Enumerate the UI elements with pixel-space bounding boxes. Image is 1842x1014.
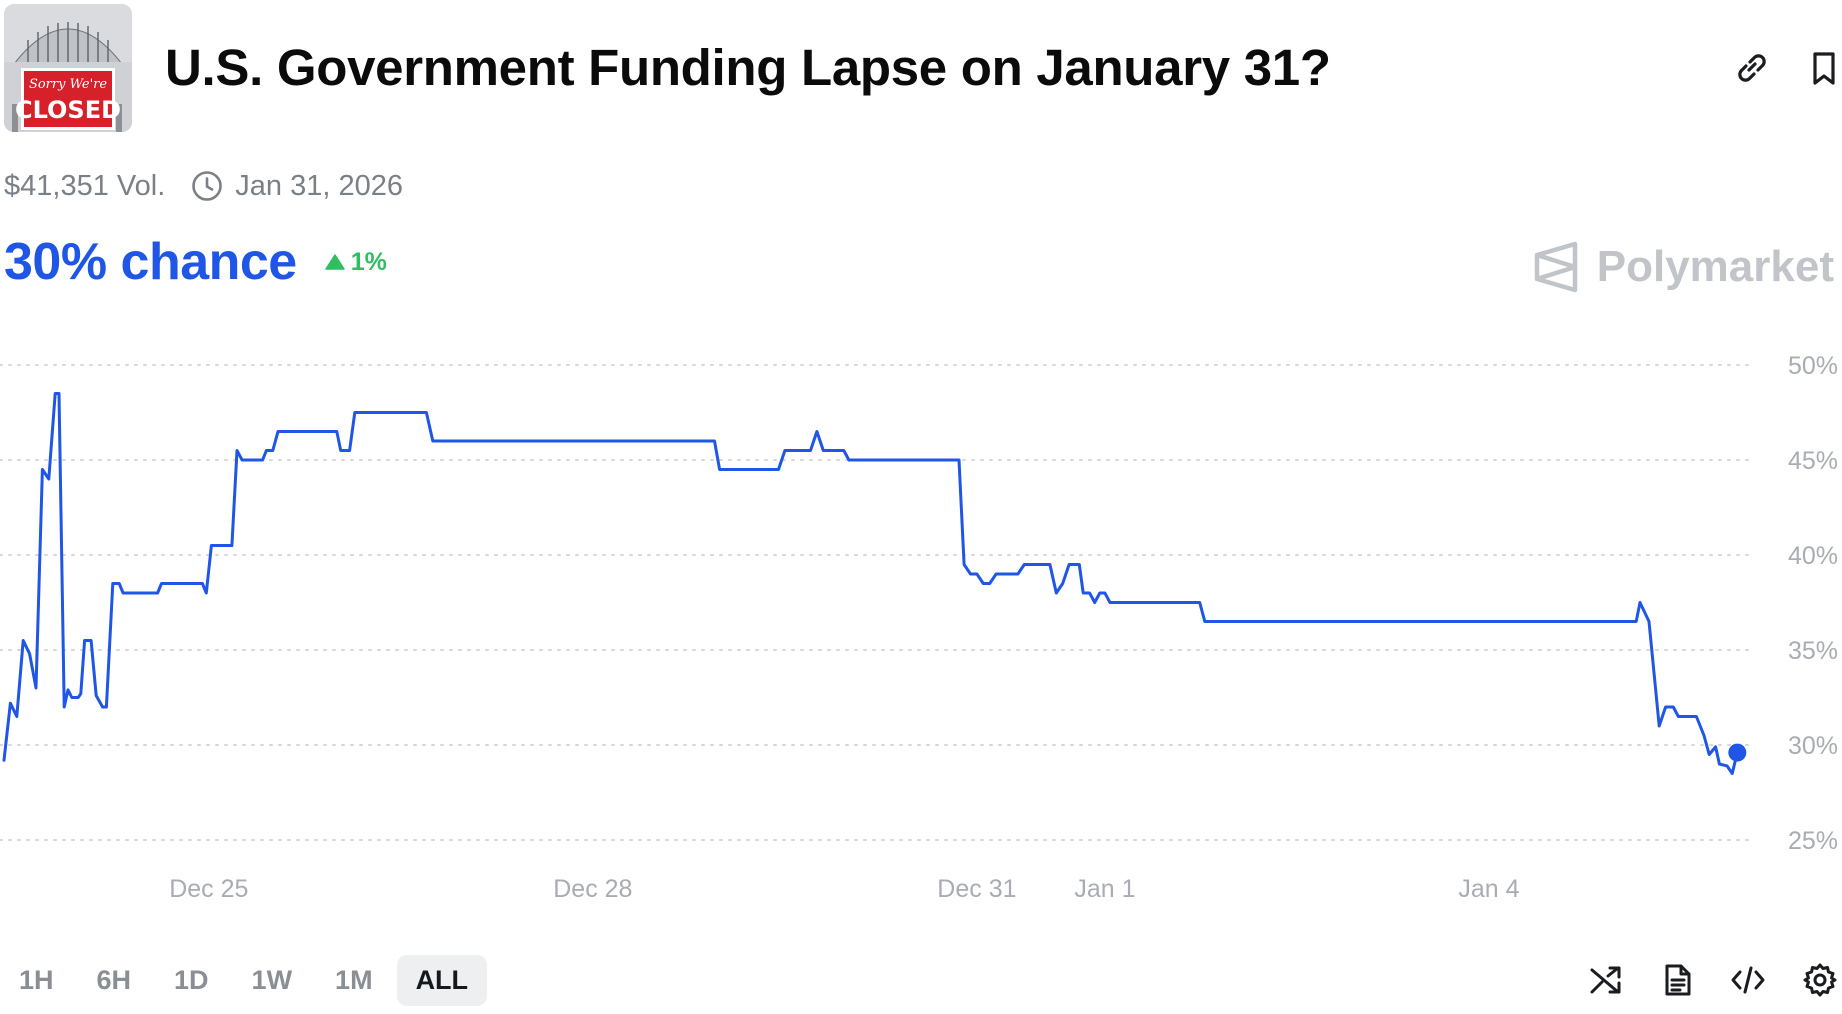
- timeframe-6h[interactable]: 6H: [96, 964, 132, 995]
- change-value: 1%: [350, 247, 387, 276]
- price-chart: 50% 45% 40% 35% 30% 25% Dec 25 Dec 28 Dec 31 Jan…: [0, 352, 1838, 903]
- code-icon[interactable]: [1730, 962, 1766, 998]
- y-tick-label: 45%: [1788, 447, 1838, 475]
- y-tick-label: 35%: [1788, 637, 1838, 665]
- volume-text: $41,351 Vol.: [4, 169, 166, 202]
- timeframe-1w[interactable]: 1W: [251, 964, 293, 995]
- sign-main-text: CLOSED: [15, 96, 121, 124]
- y-tick-label: 40%: [1788, 542, 1838, 570]
- polymarket-logo-icon: [1534, 241, 1578, 293]
- clock-icon: [192, 171, 223, 201]
- sign-top-text: Sorry We're: [29, 77, 107, 92]
- market-meta: $41,351 Vol. Jan 31, 2026: [4, 168, 403, 204]
- timeframe-1m[interactable]: 1M: [335, 964, 373, 995]
- timeframe-all[interactable]: ALL: [396, 954, 488, 1006]
- polymarket-brand: Polymarket: [1533, 240, 1834, 294]
- triangle-up-icon: [324, 254, 345, 270]
- x-tick-label: Dec 31: [937, 875, 1016, 903]
- link-icon[interactable]: [1732, 48, 1772, 88]
- timeframe-selector: 1H 6H 1D 1W 1M ALL: [0, 952, 492, 1008]
- last-price-point[interactable]: [1728, 743, 1747, 762]
- x-tick-label: Jan 1: [1074, 875, 1135, 903]
- chance-value: 30% chance: [4, 233, 297, 291]
- y-tick-label: 50%: [1788, 352, 1838, 380]
- y-tick-label: 25%: [1788, 827, 1838, 855]
- brand-name: Polymarket: [1596, 242, 1834, 291]
- document-icon[interactable]: [1660, 962, 1696, 998]
- timeframe-1h[interactable]: 1H: [19, 964, 54, 995]
- x-tick-label: Dec 28: [553, 875, 632, 903]
- bookmark-icon[interactable]: [1804, 48, 1842, 88]
- shuffle-icon[interactable]: [1588, 962, 1624, 998]
- change-badge: 1%: [324, 247, 387, 277]
- y-tick-label: 30%: [1788, 732, 1838, 760]
- market-thumbnail: Sorry We're CLOSED: [4, 4, 132, 132]
- page-title: U.S. Government Funding Lapse on January…: [165, 39, 1331, 96]
- x-tick-label: Jan 4: [1458, 875, 1519, 903]
- price-series-line: [2, 392, 1739, 775]
- capitol-closed-image: Sorry We're CLOSED: [4, 4, 132, 132]
- chance-row: 30% chance 1%: [4, 232, 387, 292]
- end-date-text: Jan 31, 2026: [235, 169, 403, 202]
- x-tick-label: Dec 25: [169, 875, 248, 903]
- timeframe-1d[interactable]: 1D: [174, 964, 209, 995]
- settings-icon[interactable]: [1802, 962, 1838, 998]
